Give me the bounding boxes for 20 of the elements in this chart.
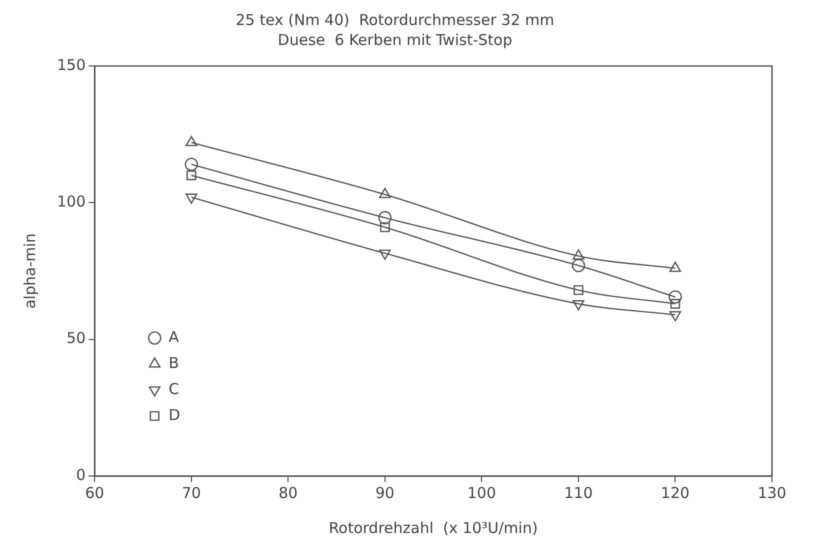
y-tick-label: 0: [76, 466, 86, 484]
x-tick-label: 120: [660, 484, 690, 502]
x-tick-label: 100: [467, 484, 496, 502]
legend-label: C: [168, 380, 180, 398]
x-tick-label: 80: [278, 484, 298, 502]
legend-label: A: [168, 328, 180, 346]
x-axis-title: Rotordrehzahl (x 10³U/min): [328, 518, 538, 537]
legend-label: B: [168, 354, 179, 372]
x-tick-label: 90: [375, 484, 394, 502]
legend-label: D: [168, 406, 180, 424]
x-tick-label: 110: [564, 484, 593, 502]
y-tick-label: 50: [66, 329, 86, 348]
y-tick-label: 100: [56, 192, 86, 211]
chart-subtitle: Duese 6 Kerben mit Twist-Stop: [278, 30, 512, 49]
y-axis-title: alpha-min: [20, 233, 39, 309]
chart-title: 25 tex (Nm 40) Rotordurchmesser 32 mm: [236, 10, 554, 29]
x-tick-label: 70: [182, 484, 201, 502]
x-tick-label: 130: [758, 484, 786, 502]
x-tick-label: 60: [85, 484, 104, 502]
y-tick-label: 150: [56, 56, 86, 74]
